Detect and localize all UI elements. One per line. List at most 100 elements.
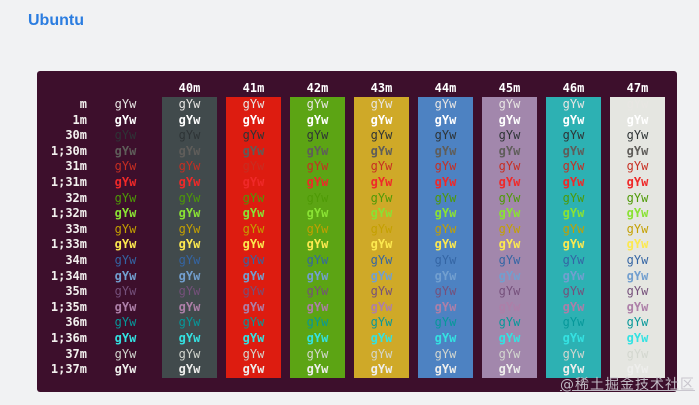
- fg-sample-cell: gYw: [370, 128, 393, 143]
- fg-sample-cell: gYw: [178, 112, 201, 127]
- fg-sample-cell: gYw: [242, 330, 265, 345]
- fg-sample-cell: gYw: [178, 252, 201, 267]
- fg-sample-cell: gYw: [498, 143, 521, 158]
- fg-sample-cell: gYw: [114, 237, 137, 252]
- row-labels-column: m 1m 30m 1;30m 31m 1;31m 32m 1;32m 33m 1;33m 34m 1;…: [45, 81, 89, 378]
- bg-column-header: 40m: [178, 81, 201, 95]
- row-label: m: [79, 97, 87, 111]
- row-label: 32m: [65, 190, 87, 205]
- fg-sample-cell: gYw: [562, 190, 585, 205]
- fg-sample-cell: gYw: [306, 159, 329, 174]
- fg-sample-cell: gYw: [626, 284, 649, 299]
- fg-sample-cell: gYw: [626, 362, 649, 377]
- row-label: 1;35m: [50, 299, 87, 314]
- fg-sample-cell: gYw: [498, 268, 521, 283]
- fg-sample-cell: gYw: [178, 299, 201, 314]
- fg-sample-cell: gYw: [626, 237, 649, 252]
- fg-sample-cell: gYw: [306, 112, 329, 127]
- bg-column-header: 47m: [626, 81, 649, 95]
- fg-sample-cell: gYw: [242, 206, 265, 221]
- fg-sample-cell: gYw: [562, 221, 585, 236]
- bg-column-header: 46m: [562, 81, 585, 95]
- bg-color-stripe: gYw gYw gYw gYw gYw gYw gYw gYw gYw gYw gYw gYw gYw g…: [610, 97, 665, 378]
- fg-sample-cell: gYw: [562, 268, 585, 283]
- fg-sample-cell: gYw: [178, 97, 201, 111]
- fg-sample-cell: gYw: [562, 252, 585, 267]
- fg-sample-cell: gYw: [114, 346, 137, 361]
- fg-sample-cell: gYw: [242, 112, 265, 127]
- fg-sample-cell: gYw: [626, 252, 649, 267]
- fg-sample-cell: gYw: [498, 362, 521, 377]
- fg-sample-cell: gYw: [306, 315, 329, 330]
- fg-sample-cell: gYw: [498, 252, 521, 267]
- fg-sample-cell: gYw: [306, 128, 329, 143]
- fg-sample-cell: gYw: [114, 299, 137, 314]
- fg-sample-cell: gYw: [434, 174, 457, 189]
- row-label: 37m: [65, 346, 87, 361]
- fg-sample-cell: gYw: [434, 190, 457, 205]
- bg-column-header: 45m: [498, 81, 521, 95]
- row-label: 1;33m: [50, 237, 87, 252]
- fg-sample-cell: gYw: [178, 128, 201, 143]
- fg-sample-cell: gYw: [242, 299, 265, 314]
- fg-sample-cell: gYw: [114, 174, 137, 189]
- fg-sample-cell: gYw: [370, 237, 393, 252]
- fg-sample-cell: gYw: [434, 268, 457, 283]
- bg-color-stripe: gYw gYw gYw gYw gYw gYw gYw gYw gYw gYw gYw gYw gYw g…: [418, 97, 473, 378]
- fg-sample-cell: gYw: [306, 268, 329, 283]
- fg-sample-cell: gYw: [498, 97, 521, 111]
- bg-column-45m: 45m gYw gYw gYw gYw gYw gYw gYw gYw gYw gYw gYw gYw g…: [482, 81, 537, 378]
- bg-column-40m: 40m gYw gYw gYw gYw gYw gYw gYw gYw gYw gYw gYw gYw g…: [162, 81, 217, 378]
- fg-sample-cell: gYw: [498, 221, 521, 236]
- fg-sample-cell: gYw: [242, 362, 265, 377]
- fg-sample-cell: gYw: [626, 299, 649, 314]
- fg-sample-cell: gYw: [562, 346, 585, 361]
- fg-sample-cell: gYw: [498, 159, 521, 174]
- bg-column-header: 42m: [306, 81, 329, 95]
- fg-sample-cell: gYw: [370, 97, 393, 111]
- fg-sample-cell: gYw: [370, 346, 393, 361]
- fg-sample-cell: gYw: [370, 190, 393, 205]
- fg-sample-cell: gYw: [178, 362, 201, 377]
- fg-sample-cell: gYw: [434, 112, 457, 127]
- fg-sample-cell: gYw: [562, 206, 585, 221]
- fg-sample-cell: gYw: [306, 237, 329, 252]
- fg-sample-cell: gYw: [434, 237, 457, 252]
- fg-sample-cell: gYw: [178, 159, 201, 174]
- row-label: 34m: [65, 252, 87, 267]
- row-label: 1;32m: [50, 206, 87, 221]
- fg-sample-cell: gYw: [434, 159, 457, 174]
- fg-sample-cell: gYw: [498, 299, 521, 314]
- fg-sample-cell: gYw: [114, 221, 137, 236]
- fg-sample-cell: gYw: [434, 221, 457, 236]
- bg-column-41m: 41m gYw gYw gYw gYw gYw gYw gYw gYw gYw gYw gYw gYw g…: [226, 81, 281, 378]
- fg-sample-cell: gYw: [178, 221, 201, 236]
- fg-sample-cell: gYw: [242, 128, 265, 143]
- fg-sample-cell: gYw: [562, 112, 585, 127]
- bg-color-stripe: gYw gYw gYw gYw gYw gYw gYw gYw gYw gYw gYw gYw gYw g…: [162, 97, 217, 378]
- row-label: 36m: [65, 315, 87, 330]
- fg-sample-cell: gYw: [370, 284, 393, 299]
- fg-sample-cell: gYw: [370, 330, 393, 345]
- terminal-screenshot: m 1m 30m 1;30m 31m 1;31m 32m 1;32m 33m 1;33m 34m 1;…: [37, 71, 677, 392]
- fg-sample-cell: gYw: [498, 190, 521, 205]
- page-title: Ubuntu: [28, 12, 84, 29]
- bg-color-stripe: gYw gYw gYw gYw gYw gYw gYw gYw gYw gYw gYw gYw gYw g…: [226, 97, 281, 378]
- row-label: 30m: [65, 128, 87, 143]
- fg-sample-cell: gYw: [498, 112, 521, 127]
- fg-sample-cell: gYw: [370, 112, 393, 127]
- fg-sample-cell: gYw: [626, 190, 649, 205]
- fg-sample-cell: gYw: [498, 315, 521, 330]
- fg-sample-cell: gYw: [626, 128, 649, 143]
- fg-sample-cell: gYw: [562, 128, 585, 143]
- fg-sample-cell: gYw: [434, 97, 457, 111]
- bg-column-46m: 46m gYw gYw gYw gYw gYw gYw gYw gYw gYw gYw gYw gYw g…: [546, 81, 601, 378]
- fg-sample-cell: gYw: [306, 284, 329, 299]
- fg-sample-cell: gYw: [114, 143, 137, 158]
- bg-column-43m: 43m gYw gYw gYw gYw gYw gYw gYw gYw gYw gYw gYw gYw g…: [354, 81, 409, 378]
- fg-sample-cell: gYw: [242, 97, 265, 111]
- fg-sample-cell: gYw: [306, 97, 329, 111]
- fg-sample-cell: gYw: [306, 362, 329, 377]
- fg-sample-cell: gYw: [562, 159, 585, 174]
- fg-sample-cell: gYw: [370, 268, 393, 283]
